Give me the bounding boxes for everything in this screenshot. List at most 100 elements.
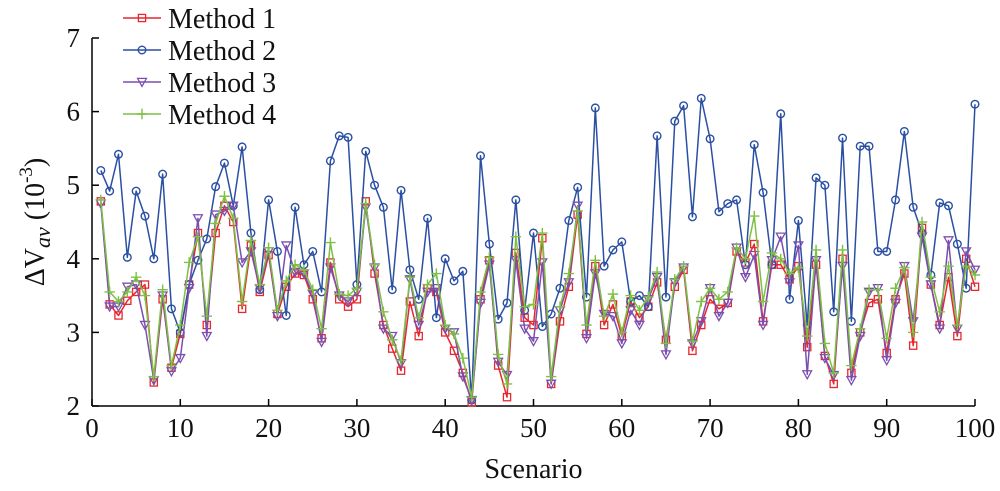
series-4-point xyxy=(431,268,442,279)
series-3-point xyxy=(837,261,849,272)
series-2-point xyxy=(944,201,954,211)
series-4-point xyxy=(387,334,398,345)
y-tick-label: 3 xyxy=(67,317,81,347)
legend-entry-2: Method 2 xyxy=(123,36,276,67)
series-4-point xyxy=(696,296,707,307)
series-2-point xyxy=(166,304,176,314)
series-4-point xyxy=(272,305,283,316)
series-1-point xyxy=(908,341,918,350)
series-2-point xyxy=(679,101,689,111)
series-2-point xyxy=(396,185,406,195)
series-2-point xyxy=(696,93,706,103)
series-4-point xyxy=(952,319,963,331)
series-2-point xyxy=(502,298,512,308)
series-2-point xyxy=(705,134,715,144)
series-2-point xyxy=(537,322,547,332)
series-4-point xyxy=(669,274,680,285)
series-1-point xyxy=(529,320,538,330)
x-tick-label: 70 xyxy=(697,413,724,443)
series-4-point xyxy=(634,305,645,316)
series-3-point xyxy=(660,350,672,361)
series-2-point xyxy=(935,198,945,208)
series-2-point xyxy=(590,103,600,113)
series-2-point xyxy=(838,133,848,143)
series-4-point xyxy=(95,194,107,206)
series-3-point xyxy=(757,320,769,331)
series-4-point xyxy=(201,311,212,322)
series-4-point xyxy=(960,260,972,272)
series-2-point xyxy=(793,216,803,226)
y-axis-title: ΔVav (10-3) xyxy=(16,158,55,286)
series-4-point xyxy=(881,333,892,344)
series-4-point xyxy=(687,336,698,347)
y-tick-label: 5 xyxy=(67,170,81,200)
series-3-point xyxy=(748,250,760,261)
series-4-point xyxy=(334,288,345,300)
y-axis-title-unit: (10 xyxy=(20,183,51,227)
series-4-point xyxy=(863,284,875,295)
x-tick-label: 100 xyxy=(955,413,996,443)
series-4-point xyxy=(316,323,327,334)
series-2-point xyxy=(219,158,229,168)
series-2-point xyxy=(564,216,574,226)
series-4-point xyxy=(422,279,433,290)
series-2-point xyxy=(555,283,565,293)
series-2-point xyxy=(264,195,274,205)
series-4-point xyxy=(236,296,248,307)
series-2-point xyxy=(617,237,627,247)
series-4-point xyxy=(254,279,265,290)
series-3-point xyxy=(528,336,539,347)
series-4-point xyxy=(740,253,751,264)
series-2-point xyxy=(96,165,106,175)
x-tick-label: 80 xyxy=(785,413,812,443)
series-2-point xyxy=(661,292,671,302)
series-4-point xyxy=(528,299,539,310)
series-4-point xyxy=(554,301,566,312)
series-4-point xyxy=(775,253,786,264)
legend-entry-4: Method 4 xyxy=(123,100,276,131)
series-4-point xyxy=(969,269,981,281)
series-3-point xyxy=(280,241,292,252)
series-4-point xyxy=(501,378,513,390)
legend-swatch-marker xyxy=(136,77,148,88)
series-4-point xyxy=(607,288,619,300)
legend-label: Method 3 xyxy=(168,68,276,99)
series-4-point xyxy=(210,218,221,229)
series-3-point xyxy=(572,201,584,212)
series-2-point xyxy=(361,146,371,156)
series-2-point xyxy=(334,131,344,141)
series-4-point xyxy=(395,355,407,366)
series-3-point xyxy=(139,320,151,331)
series-4-point xyxy=(890,283,901,294)
series-4-point xyxy=(819,338,831,349)
series-1-point xyxy=(502,392,512,402)
series-3-point xyxy=(960,247,972,258)
series-layer xyxy=(95,93,981,407)
series-4-point xyxy=(166,360,177,371)
axes: 0 10 20 30 40 50 60 70 80 90 100 2 3 4 5 6 7 xyxy=(67,23,996,443)
series-4-point xyxy=(810,244,822,256)
series-3-point xyxy=(695,317,707,328)
series-2-point xyxy=(811,173,821,183)
series-3-point xyxy=(201,331,213,342)
series-3-point xyxy=(625,306,637,317)
series-2-point xyxy=(855,141,865,151)
series-3-point xyxy=(227,201,239,212)
series-4-point xyxy=(245,235,257,246)
series-4-point xyxy=(590,255,601,266)
series-4-point xyxy=(616,327,627,338)
series-2-point xyxy=(785,294,795,304)
series-4-point xyxy=(934,306,945,317)
series-4-point xyxy=(281,275,292,287)
series-1-point xyxy=(414,331,423,341)
series-4-point xyxy=(872,284,884,295)
series-4-point xyxy=(113,296,124,307)
legend-swatch-marker xyxy=(137,13,147,23)
legend-label: Method 1 xyxy=(168,4,276,35)
legend-label: Method 2 xyxy=(168,36,276,67)
series-4-point xyxy=(157,284,168,295)
series-2-point xyxy=(113,149,123,159)
x-tick-label: 40 xyxy=(432,413,459,443)
series-3-point xyxy=(784,278,796,289)
series-2-point xyxy=(387,285,397,295)
